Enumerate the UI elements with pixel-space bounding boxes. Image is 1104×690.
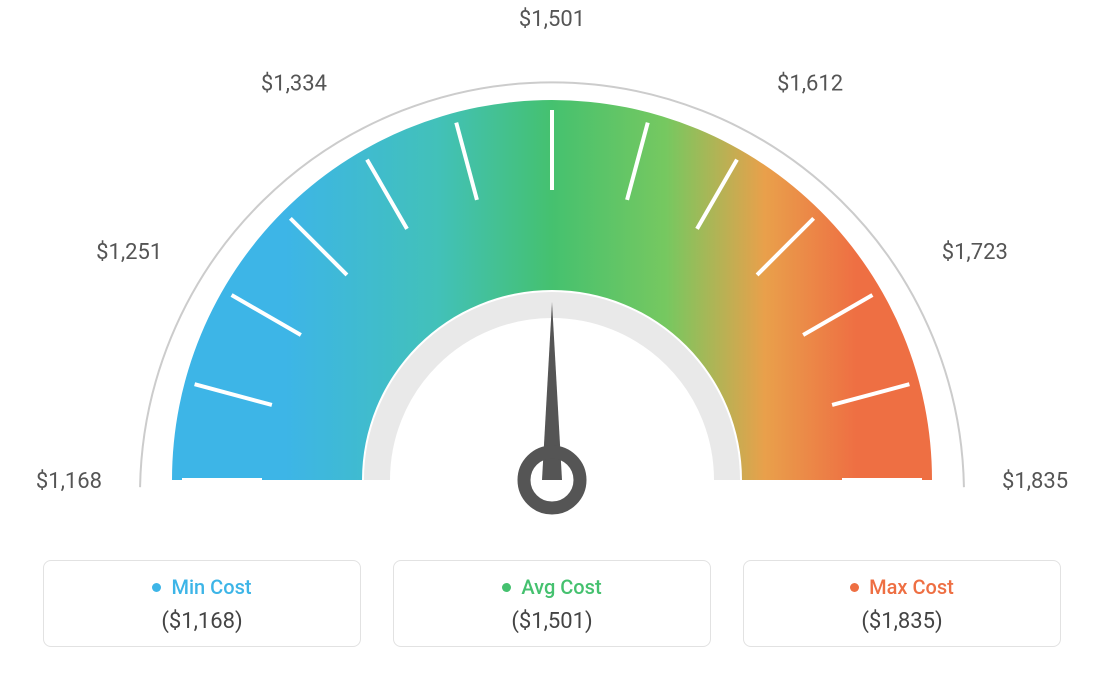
legend-dot-max (850, 583, 859, 592)
svg-text:$1,835: $1,835 (1002, 469, 1068, 494)
legend-label-avg: Avg Cost (521, 575, 601, 599)
legend-card-avg: Avg Cost ($1,501) (393, 560, 711, 647)
legend-dot-avg (502, 583, 511, 592)
legend-value-avg: ($1,501) (404, 609, 700, 634)
svg-text:$1,334: $1,334 (261, 71, 327, 96)
legend-value-min: ($1,168) (54, 609, 350, 634)
legend-title-min: Min Cost (152, 575, 251, 599)
svg-text:$1,168: $1,168 (36, 469, 102, 494)
legend-title-avg: Avg Cost (502, 575, 601, 599)
legend-label-max: Max Cost (869, 575, 954, 599)
legend-label-min: Min Cost (171, 575, 251, 599)
svg-text:$1,251: $1,251 (96, 240, 162, 265)
legend-row: Min Cost ($1,168) Avg Cost ($1,501) Max … (0, 560, 1104, 647)
cost-gauge-chart: $1,168 $1,251 $1,334 $1,501 $1,612 $1,723 $1,8… (0, 0, 1104, 690)
legend-title-max: Max Cost (850, 575, 954, 599)
legend-value-max: ($1,835) (754, 609, 1050, 634)
svg-text:$1,612: $1,612 (777, 71, 843, 96)
svg-text:$1,501: $1,501 (519, 7, 585, 32)
gauge-svg: $1,168 $1,251 $1,334 $1,501 $1,612 $1,723 $1,8… (0, 0, 1104, 560)
legend-dot-min (152, 583, 161, 592)
svg-text:$1,723: $1,723 (942, 240, 1008, 265)
legend-card-max: Max Cost ($1,835) (743, 560, 1061, 647)
legend-card-min: Min Cost ($1,168) (43, 560, 361, 647)
